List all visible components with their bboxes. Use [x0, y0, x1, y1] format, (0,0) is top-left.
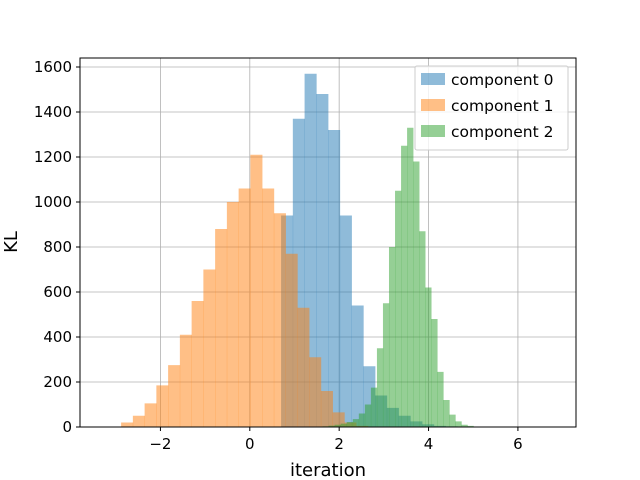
histogram-bar: [395, 190, 402, 427]
histogram-bar: [179, 334, 192, 427]
x-tick-label: −2: [149, 435, 171, 453]
x-tick-label: 0: [245, 435, 255, 453]
histogram-bar: [443, 400, 450, 427]
legend-swatch: [421, 125, 445, 137]
histogram-bar: [226, 202, 239, 427]
axis-ticks: −2 0 2 4 6 0 200 400 600 800 1000 1200 1400 1600: [34, 58, 523, 453]
histogram-bar: [332, 412, 345, 427]
x-tick-label: 6: [513, 435, 523, 453]
histogram-bar: [382, 303, 390, 427]
histogram-bar: [370, 387, 378, 427]
y-tick-label: 800: [43, 238, 72, 256]
histogram-bar: [455, 421, 462, 427]
histogram-bar: [309, 357, 322, 427]
legend-swatch: [421, 73, 445, 85]
histogram-bar: [339, 215, 352, 427]
histogram-bar: [364, 404, 372, 427]
y-tick-label: 200: [43, 373, 72, 391]
histogram-bar: [273, 213, 286, 427]
histogram-bar: [121, 422, 134, 427]
histogram-bar: [297, 307, 310, 427]
legend-entry-label: component 2: [451, 123, 553, 141]
histogram-bar: [328, 130, 341, 427]
histogram-bar: [238, 188, 251, 427]
histogram-bar: [425, 287, 432, 427]
y-tick-label: 1200: [34, 148, 72, 166]
histogram-bar: [168, 365, 181, 427]
histogram-bar: [340, 423, 348, 427]
y-tick-label: 400: [43, 328, 72, 346]
histogram-bar: [156, 385, 169, 427]
histogram-bar: [358, 413, 366, 427]
histogram-bar: [461, 424, 468, 427]
legend: component 0 component 1 component 2: [414, 65, 569, 151]
series-1-bars: [121, 154, 369, 427]
histogram-bar: [203, 269, 216, 427]
y-tick-label: 600: [43, 283, 72, 301]
histogram-bar: [334, 424, 342, 427]
histogram-bar: [401, 145, 408, 427]
y-tick-label: 1600: [34, 58, 72, 76]
histogram-bar: [316, 94, 329, 427]
histogram-bar: [437, 371, 444, 427]
histogram-bar: [388, 247, 396, 427]
legend-swatch: [421, 99, 445, 111]
histogram-bars: [121, 73, 493, 427]
plot-frame: [79, 57, 577, 428]
legend-entry-label: component 0: [451, 71, 553, 89]
y-axis-label: KL: [1, 231, 22, 253]
histogram-bar: [215, 229, 228, 427]
x-axis-label: iteration: [290, 460, 366, 480]
y-tick-label: 1000: [34, 193, 72, 211]
histogram-bar: [449, 414, 456, 427]
histogram-bar: [191, 301, 204, 427]
histogram-bar: [285, 253, 298, 427]
histogram-bar: [376, 348, 384, 427]
histogram-bar: [250, 154, 263, 427]
histogram-bar: [320, 391, 333, 427]
legend-entry-label: component 1: [451, 97, 553, 115]
histogram-bar: [262, 188, 275, 427]
y-tick-label: 1400: [34, 103, 72, 121]
histogram-bar: [351, 305, 364, 427]
histogram-bar: [467, 425, 474, 427]
series-2-bars: [316, 127, 480, 427]
x-tick-label: 4: [424, 435, 434, 453]
histogram-bar: [431, 319, 438, 427]
histogram-bar: [132, 415, 145, 427]
histogram-bar: [352, 419, 360, 427]
histogram-bar: [328, 425, 336, 427]
histogram-bar: [407, 127, 414, 427]
histogram-bar: [346, 422, 354, 427]
y-tick-label: 0: [62, 418, 72, 436]
histogram-bar: [413, 161, 420, 427]
histogram-bar: [419, 231, 426, 427]
histogram-bar: [144, 403, 157, 427]
x-tick-label: 2: [334, 435, 344, 453]
legend-box: [414, 65, 569, 151]
